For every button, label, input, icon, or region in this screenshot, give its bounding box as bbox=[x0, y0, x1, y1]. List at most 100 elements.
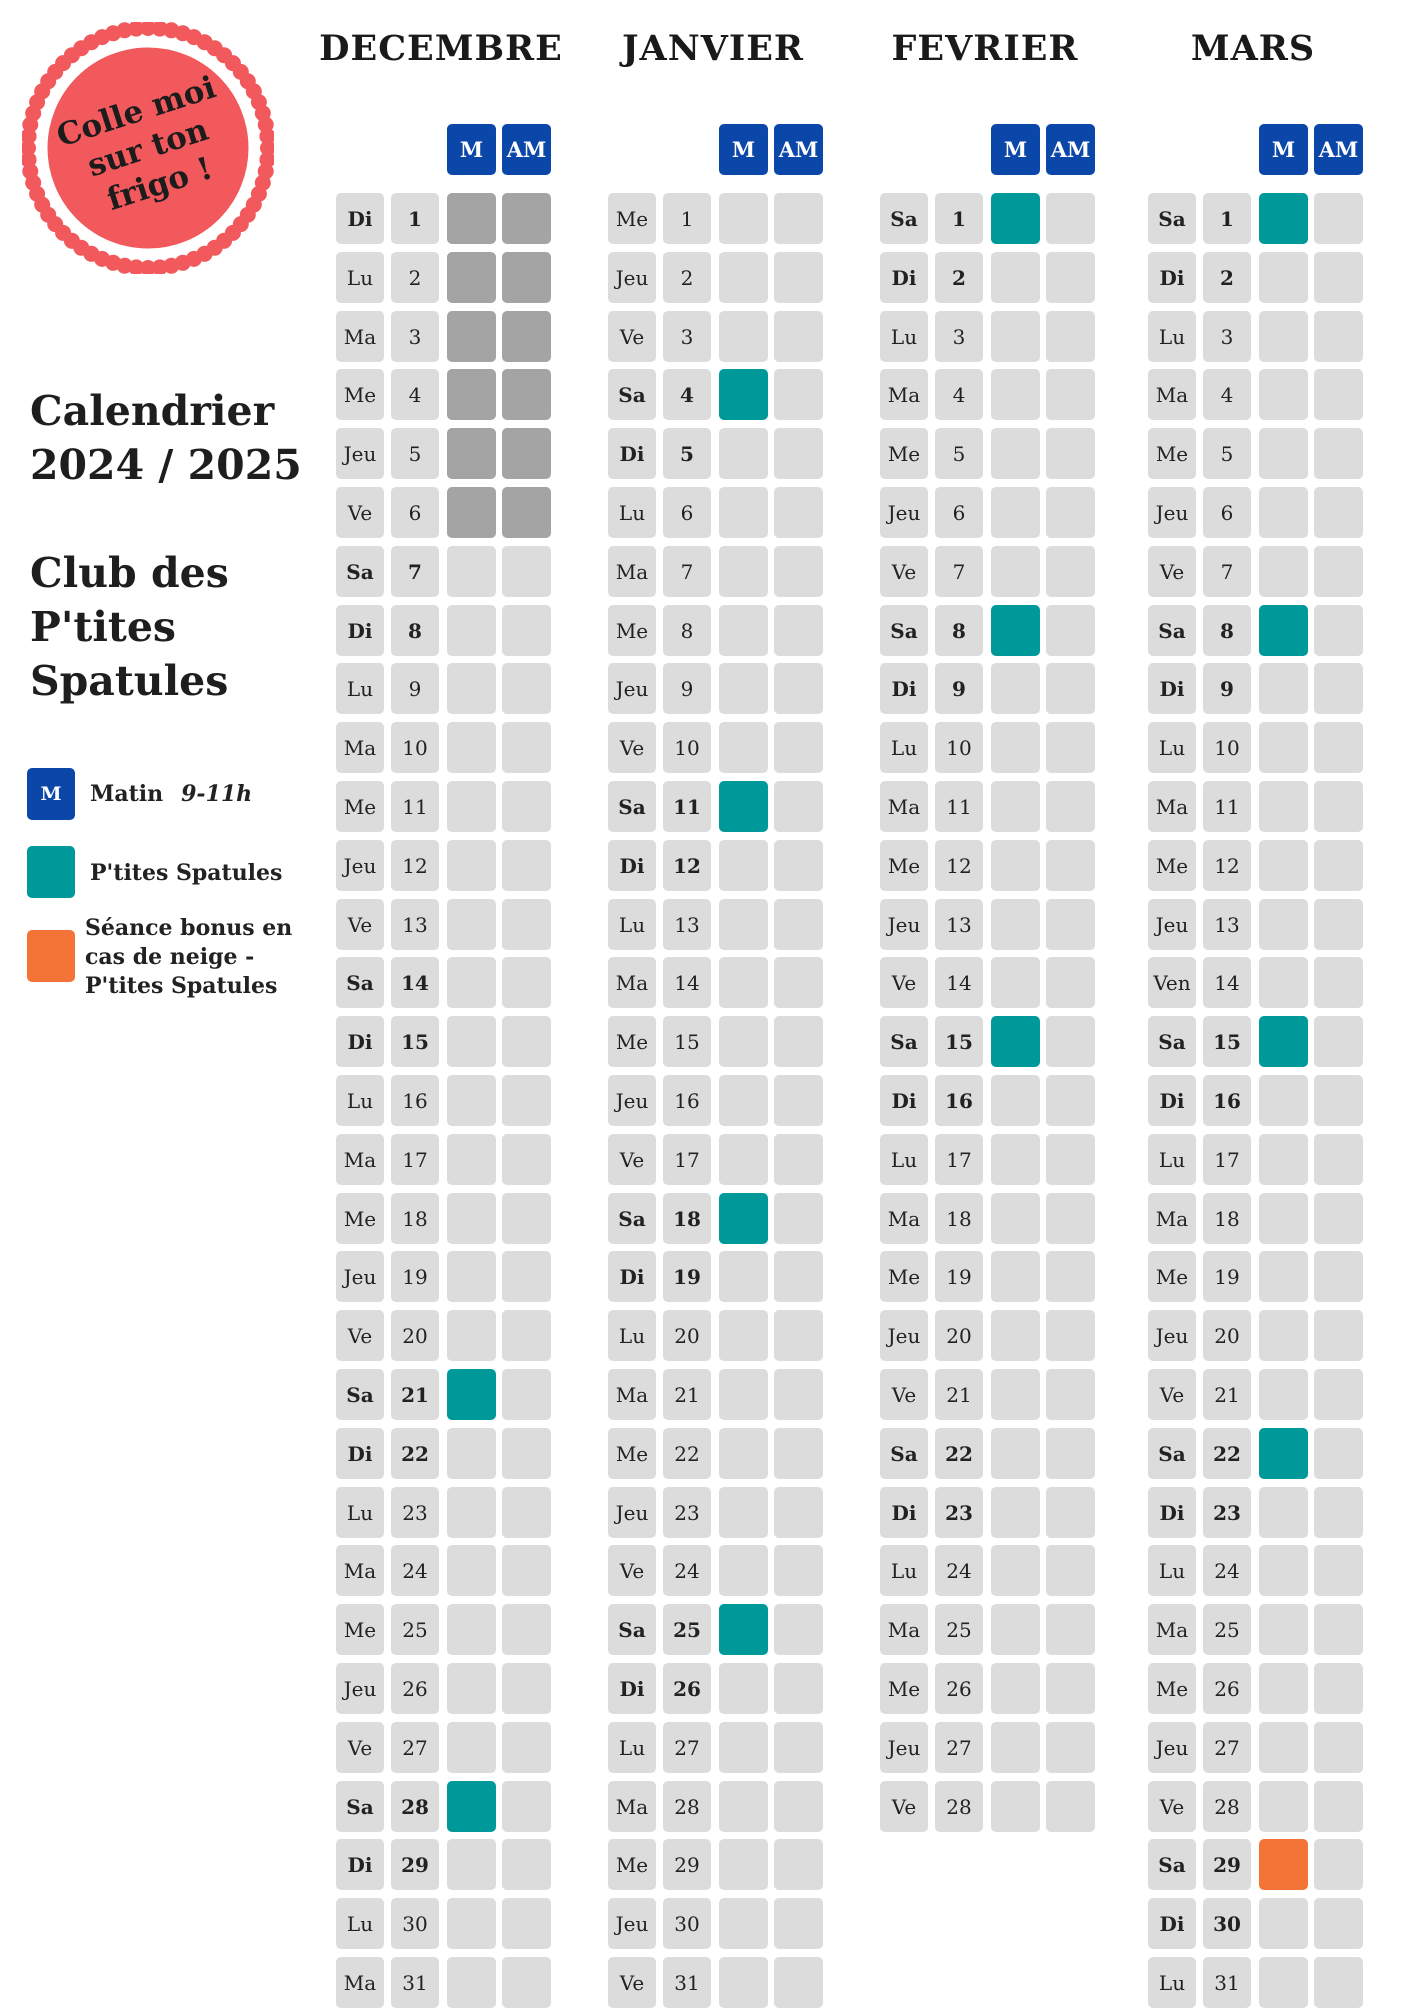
morning-slot bbox=[1259, 722, 1308, 773]
day-name: Di bbox=[608, 1663, 656, 1714]
day-name: Lu bbox=[336, 663, 384, 714]
morning-slot-closed bbox=[447, 193, 496, 244]
afternoon-slot bbox=[1314, 1957, 1363, 2008]
day-name: Ve bbox=[608, 1545, 656, 1596]
morning-slot bbox=[1259, 840, 1308, 891]
day-name: Lu bbox=[608, 1722, 656, 1773]
legend-matin-badge: M bbox=[40, 783, 62, 805]
day-number: 26 bbox=[391, 1663, 439, 1714]
day-number: 19 bbox=[663, 1251, 711, 1302]
afternoon-slot bbox=[1314, 1075, 1363, 1126]
afternoon-slot bbox=[1046, 252, 1095, 303]
afternoon-slot bbox=[1046, 605, 1095, 656]
morning-slot bbox=[991, 1722, 1040, 1773]
day-number: 13 bbox=[391, 899, 439, 950]
day-name: Lu bbox=[880, 1545, 928, 1596]
morning-slot-bonus bbox=[1259, 1839, 1308, 1890]
day-name: Ma bbox=[1148, 369, 1196, 420]
morning-slot bbox=[719, 1663, 768, 1714]
day-name: Lu bbox=[1148, 311, 1196, 362]
afternoon-slot bbox=[774, 1781, 823, 1832]
afternoon-slot bbox=[1046, 428, 1095, 479]
morning-slot bbox=[447, 1428, 496, 1479]
day-number: 16 bbox=[935, 1075, 983, 1126]
afternoon-slot bbox=[1314, 1839, 1363, 1890]
afternoon-slot bbox=[1314, 899, 1363, 950]
day-number: 25 bbox=[663, 1604, 711, 1655]
club-line: Spatules bbox=[30, 657, 229, 705]
day-name: Sa bbox=[336, 546, 384, 597]
day-name: Jeu bbox=[1148, 1310, 1196, 1361]
day-number: 7 bbox=[663, 546, 711, 597]
afternoon-slot bbox=[774, 487, 823, 538]
day-number: 24 bbox=[663, 1545, 711, 1596]
day-name: Jeu bbox=[608, 252, 656, 303]
day-number: 6 bbox=[1203, 487, 1251, 538]
day-name: Me bbox=[1148, 1663, 1196, 1714]
day-number: 1 bbox=[391, 193, 439, 244]
afternoon-slot bbox=[1314, 428, 1363, 479]
day-name: Jeu bbox=[608, 663, 656, 714]
day-name: Me bbox=[608, 605, 656, 656]
morning-slot bbox=[1259, 1369, 1308, 1420]
day-name: Sa bbox=[1148, 1839, 1196, 1890]
day-name: Lu bbox=[1148, 1545, 1196, 1596]
day-name: Ma bbox=[336, 311, 384, 362]
afternoon-slot bbox=[1046, 1722, 1095, 1773]
day-number: 4 bbox=[391, 369, 439, 420]
day-number: 1 bbox=[663, 193, 711, 244]
day-number: 8 bbox=[1203, 605, 1251, 656]
day-name: Me bbox=[336, 1604, 384, 1655]
day-name: Ma bbox=[336, 1545, 384, 1596]
day-number: 17 bbox=[935, 1134, 983, 1185]
afternoon-slot bbox=[774, 1134, 823, 1185]
morning-slot bbox=[1259, 663, 1308, 714]
day-number: 4 bbox=[663, 369, 711, 420]
day-name: Di bbox=[608, 840, 656, 891]
day-name: Lu bbox=[336, 1487, 384, 1538]
morning-slot bbox=[1259, 1722, 1308, 1773]
day-name: Lu bbox=[608, 1310, 656, 1361]
day-number: 7 bbox=[391, 546, 439, 597]
morning-slot bbox=[447, 1722, 496, 1773]
morning-slot bbox=[719, 193, 768, 244]
afternoon-slot bbox=[774, 1722, 823, 1773]
day-name: Ma bbox=[1148, 781, 1196, 832]
morning-slot-session bbox=[447, 1781, 496, 1832]
day-number: 10 bbox=[935, 722, 983, 773]
day-number: 6 bbox=[663, 487, 711, 538]
afternoon-slot bbox=[1314, 369, 1363, 420]
day-number: 2 bbox=[1203, 252, 1251, 303]
afternoon-slot bbox=[1046, 1781, 1095, 1832]
day-name: Ma bbox=[608, 957, 656, 1008]
day-name: Di bbox=[608, 1251, 656, 1302]
morning-slot bbox=[719, 840, 768, 891]
morning-slot bbox=[1259, 1604, 1308, 1655]
day-number: 21 bbox=[663, 1369, 711, 1420]
day-name: Me bbox=[880, 840, 928, 891]
day-number: 8 bbox=[935, 605, 983, 656]
afternoon-slot bbox=[774, 1016, 823, 1067]
morning-slot bbox=[719, 1310, 768, 1361]
afternoon-slot bbox=[1046, 487, 1095, 538]
afternoon-slot bbox=[502, 899, 551, 950]
day-name: Di bbox=[1148, 1898, 1196, 1949]
day-name: Jeu bbox=[608, 1075, 656, 1126]
day-number: 26 bbox=[935, 1663, 983, 1714]
afternoon-slot bbox=[774, 311, 823, 362]
morning-slot bbox=[719, 311, 768, 362]
day-number: 23 bbox=[1203, 1487, 1251, 1538]
afternoon-slot bbox=[502, 1310, 551, 1361]
afternoon-slot bbox=[774, 1545, 823, 1596]
morning-slot-closed bbox=[447, 311, 496, 362]
month-title: FEVRIER bbox=[891, 28, 1079, 69]
afternoon-slot bbox=[1314, 1781, 1363, 1832]
day-number: 11 bbox=[1203, 781, 1251, 832]
afternoon-slot bbox=[774, 957, 823, 1008]
day-name: Di bbox=[1148, 1487, 1196, 1538]
afternoon-slot bbox=[774, 1839, 823, 1890]
day-name: Lu bbox=[1148, 1957, 1196, 2008]
title-line: 2024 / 2025 bbox=[30, 441, 302, 489]
afternoon-slot bbox=[1046, 1428, 1095, 1479]
afternoon-slot bbox=[1314, 252, 1363, 303]
